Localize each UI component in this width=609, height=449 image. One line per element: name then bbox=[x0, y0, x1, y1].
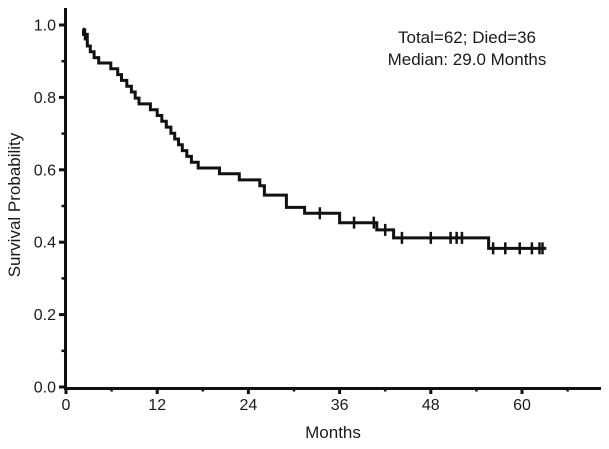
axis-ticks bbox=[59, 23, 569, 394]
y-tick-label: 0.6 bbox=[34, 162, 56, 179]
axis-tick-labels: 0 12 24 36 48 60 1.0 0.8 0.6 0.4 0.2 0.0 bbox=[34, 18, 531, 415]
x-tick-label: 60 bbox=[513, 397, 531, 414]
survival-curve-group bbox=[82, 27, 547, 255]
x-tick-label: 36 bbox=[331, 397, 349, 414]
x-axis-title: Months bbox=[305, 423, 361, 442]
x-tick-label: 0 bbox=[62, 397, 71, 414]
x-tick-label: 48 bbox=[422, 397, 440, 414]
annotation-total-died: Total=62; Died=36 bbox=[398, 28, 536, 47]
annotation-median: Median: 29.0 Months bbox=[388, 50, 547, 69]
y-tick-label: 1.0 bbox=[34, 18, 56, 35]
y-tick-label: 0.8 bbox=[34, 90, 56, 107]
y-axis-title: Survival Probability bbox=[5, 132, 24, 277]
x-tick-label: 12 bbox=[148, 397, 166, 414]
survival-step-curve bbox=[82, 27, 547, 250]
y-tick-label: 0.4 bbox=[34, 235, 56, 252]
y-tick-label: 0.0 bbox=[34, 380, 56, 397]
y-tick-label: 0.2 bbox=[34, 307, 56, 324]
x-tick-label: 24 bbox=[240, 397, 258, 414]
